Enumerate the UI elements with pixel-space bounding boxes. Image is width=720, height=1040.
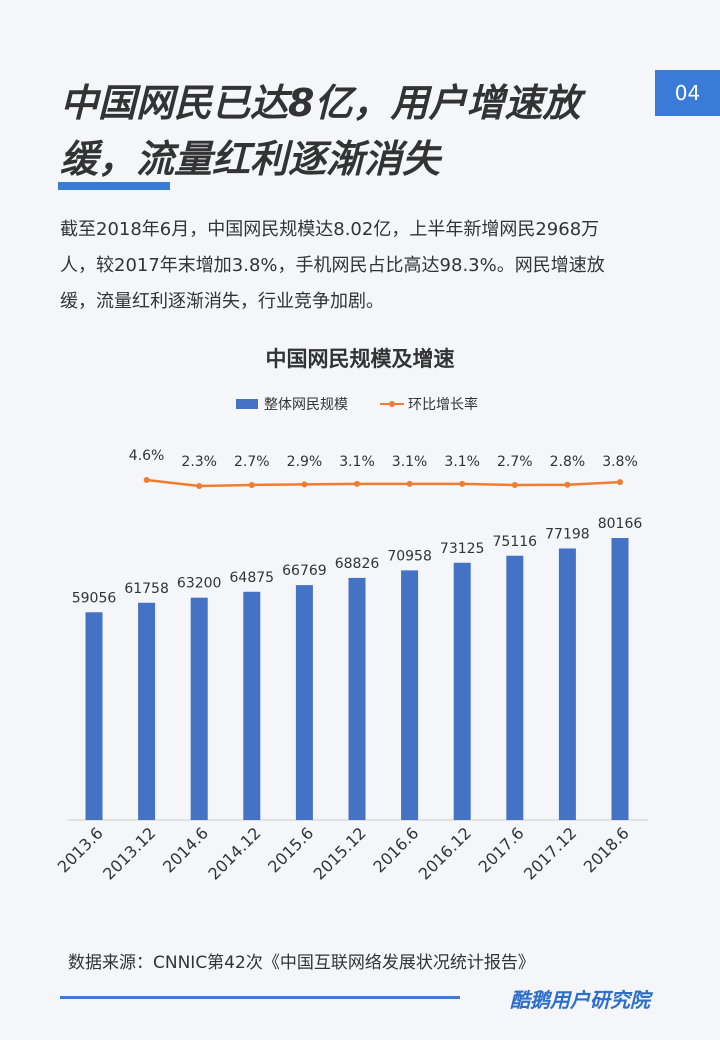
line (146, 478, 621, 488)
line-point (196, 483, 203, 489)
line-point (564, 481, 571, 488)
bar (348, 577, 366, 820)
x-tick-label: 2017.12 (520, 823, 580, 883)
data-label: 4.6% (129, 448, 165, 464)
x-tick-label: 2017.6 (475, 823, 528, 876)
x-tick-label: 2013.6 (54, 823, 107, 876)
body-line: 截至2018年6月，中国网民规模达8.02亿，上半年新增网民2968万 (60, 219, 600, 240)
line-point (406, 480, 413, 487)
data-label: 68826 (335, 556, 380, 572)
x-tick-label: 2014.6 (159, 823, 212, 876)
bar (295, 585, 313, 820)
bar (85, 612, 103, 820)
page-number: 04 (655, 70, 720, 116)
body-line: 人，较2017年末增加3.8%，手机网民占比高达98.3%。网民增速放 (60, 255, 605, 276)
chart-title: 中国网民规模及增速 (266, 347, 455, 371)
bar (243, 591, 261, 820)
data-label: 3.8% (602, 454, 638, 470)
bar (558, 548, 576, 820)
bar (453, 562, 471, 820)
data-label: 2.7% (497, 454, 533, 470)
data-label: 73125 (440, 541, 485, 557)
title-line: 缓，流量红利逐渐消失 (60, 137, 441, 181)
x-tick-label: 2014.12 (204, 823, 264, 883)
data-label: 2.3% (181, 454, 217, 470)
brand: 酷鹅用户研究院 (510, 988, 650, 1012)
bar (190, 597, 208, 820)
data-label: 75116 (493, 534, 538, 550)
line-point (459, 480, 466, 487)
data-label: 66769 (282, 563, 327, 579)
data-label: 61758 (124, 581, 169, 597)
data-label: 2.7% (234, 454, 270, 470)
legend-label: 环比增长率 (408, 396, 478, 413)
data-label: 3.1% (392, 454, 428, 470)
x-tick-label: 2015.12 (310, 823, 370, 883)
line-point (354, 480, 360, 487)
footer-line (60, 996, 460, 999)
data-label: 59056 (72, 590, 117, 606)
data-label: 63200 (177, 576, 222, 592)
bar (506, 555, 524, 820)
bar (138, 602, 156, 820)
data-label: 2.8% (550, 454, 586, 470)
bar (611, 538, 629, 820)
x-tick-label: 2015.6 (264, 823, 317, 876)
data-label: 64875 (230, 570, 275, 586)
line-point (511, 481, 518, 488)
legend-label: 整体网民规模 (264, 397, 348, 413)
data-label: 2.9% (287, 454, 323, 470)
legend-swatch (236, 399, 258, 409)
line-point (301, 481, 308, 488)
x-tick-label: 2016.12 (415, 823, 475, 883)
body-line: 缓，流量红利逐渐消失，行业竞争加剧。 (60, 291, 384, 312)
data-label: 80166 (598, 516, 643, 532)
data-label: 70958 (387, 548, 432, 564)
source: 数据来源：CNNIC第42次《中国互联网络发展状况统计报告》 (68, 953, 535, 973)
data-label: 3.1% (444, 454, 480, 470)
x-tick-label: 2018.6 (580, 823, 633, 876)
title-line: 中国网民已达8亿，用户增速放 (60, 81, 581, 125)
title-underline (58, 182, 170, 190)
x-tick-label: 2013.12 (99, 823, 159, 883)
data-label: 77198 (545, 526, 590, 542)
line-point (143, 477, 150, 483)
line-point (617, 479, 623, 486)
data-label: 3.1% (339, 454, 375, 470)
line-point (248, 481, 255, 488)
legend-swatch (389, 401, 395, 407)
bar (401, 570, 419, 820)
x-tick-label: 2016.6 (369, 823, 422, 876)
